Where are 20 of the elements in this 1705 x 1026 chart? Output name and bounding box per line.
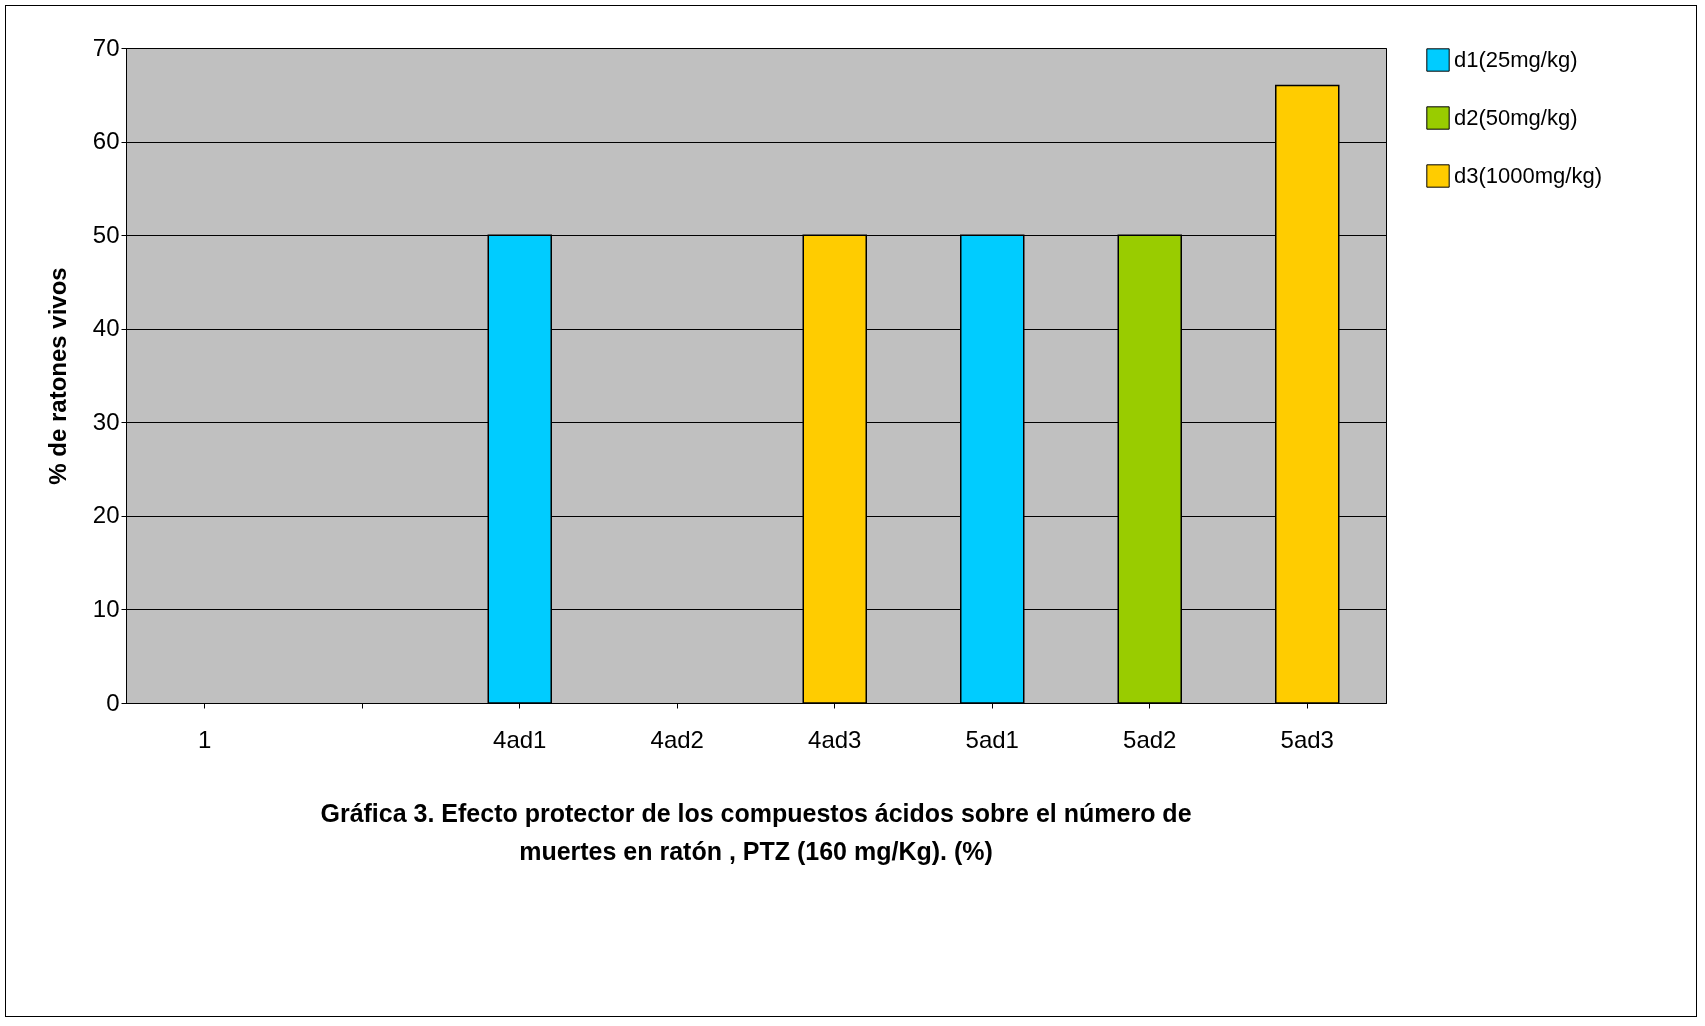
y-tick-label: 50 <box>92 220 120 248</box>
y-tick-label: 10 <box>92 594 120 622</box>
x-tick-label: 1 <box>198 725 212 753</box>
y-tick-label: 0 <box>106 688 120 716</box>
y-tick-label: 40 <box>92 314 120 342</box>
y-tick-label: 70 <box>92 33 120 61</box>
x-tick-label: 4ad2 <box>650 725 704 753</box>
y-axis-title: % de ratones vivos <box>43 267 71 485</box>
legend-label: d1(25mg/kg) <box>1454 47 1578 72</box>
legend-label: d2(50mg/kg) <box>1454 105 1578 130</box>
x-tick-label: 4ad1 <box>493 725 547 753</box>
x-tick-label: 4ad3 <box>808 725 862 753</box>
x-tick-label: 5ad2 <box>1123 725 1177 753</box>
x-tick-label: 5ad3 <box>1280 725 1334 753</box>
y-tick-label: 30 <box>92 407 120 435</box>
text: Gráfica 3. Efecto protector de los compuestos ácidos sobre el número de muertes en ratón , PTZ (160 mg/Kg). (%) <box>320 799 1192 865</box>
y-tick-label: 20 <box>92 501 120 529</box>
y-tick-label: 60 <box>92 127 120 155</box>
legend-label: d3(1000mg/kg) <box>1454 163 1602 188</box>
x-tick-label: 5ad1 <box>965 725 1019 753</box>
